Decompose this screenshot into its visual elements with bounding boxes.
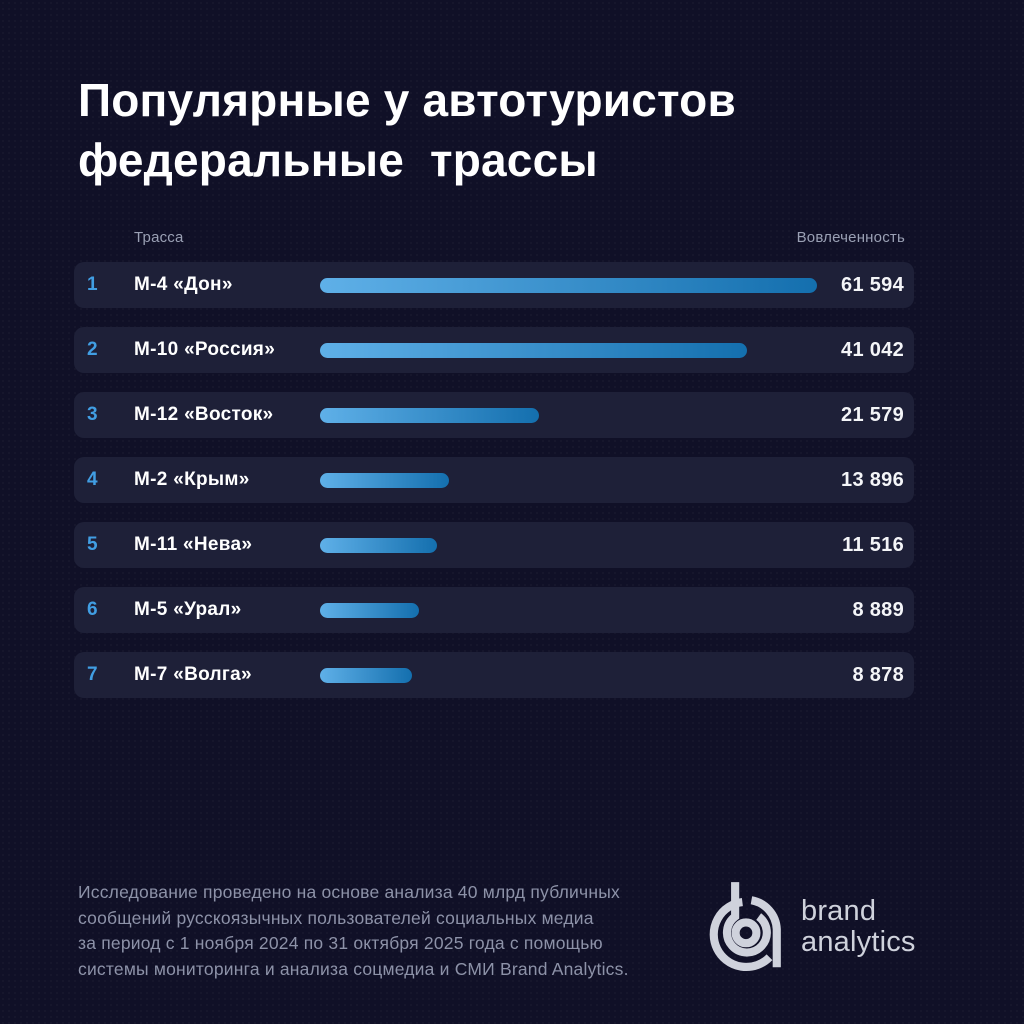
- brand-logo-word-brand: brand: [801, 894, 877, 927]
- page-title: Популярные у автотуристов федеральные тр…: [78, 74, 736, 186]
- brand-logo: brand analytics: [708, 878, 916, 975]
- engagement-bar-fill: [320, 602, 420, 618]
- engagement-bar-fill: [320, 407, 539, 423]
- engagement-value: 61 594: [841, 273, 904, 296]
- brand-logo-text: brand analytics: [801, 894, 916, 958]
- road-name: М-11 «Нева»: [134, 534, 253, 555]
- table-row: 1 М-4 «Дон» 61 594: [74, 262, 914, 308]
- rank-number: 7: [87, 664, 98, 685]
- table-header: Трасса Вовлеченность: [74, 229, 914, 246]
- engagement-bar: [320, 602, 817, 618]
- column-header-engagement: Вовлеченность: [796, 229, 905, 246]
- rank-number: 2: [87, 339, 98, 360]
- road-name: М-10 «Россия»: [134, 339, 276, 360]
- engagement-bar-fill: [320, 342, 748, 358]
- brand-logo-word-analytics: analytics: [801, 925, 916, 958]
- engagement-bar: [320, 277, 817, 293]
- column-header-road: Трасса: [134, 229, 184, 246]
- road-name: М-12 «Восток»: [134, 404, 274, 425]
- engagement-bar: [320, 472, 817, 488]
- engagement-bar-fill: [320, 472, 450, 488]
- engagement-value: 21 579: [841, 403, 904, 426]
- engagement-bar-fill: [320, 667, 412, 683]
- engagement-value: 8 878: [852, 663, 904, 686]
- table-row: 2 М-10 «Россия» 41 042: [74, 327, 914, 373]
- road-name: М-2 «Крым»: [134, 469, 250, 490]
- table-row: 7 М-7 «Волга» 8 878: [74, 652, 914, 698]
- engagement-bar: [320, 667, 817, 683]
- engagement-bar: [320, 537, 817, 553]
- table-row: 6 М-5 «Урал» 8 889: [74, 587, 914, 633]
- engagement-bar: [320, 407, 817, 423]
- rank-number: 3: [87, 404, 98, 425]
- road-name: М-5 «Урал»: [134, 599, 242, 620]
- engagement-bar: [320, 342, 817, 358]
- engagement-bar-fill: [320, 537, 437, 553]
- rank-number: 6: [87, 599, 98, 620]
- table-row: 4 М-2 «Крым» 13 896: [74, 457, 914, 503]
- road-name: М-7 «Волга»: [134, 664, 252, 685]
- engagement-value: 11 516: [842, 533, 904, 556]
- brand-analytics-logo-icon: [709, 882, 781, 971]
- highway-ranking-list: 1 М-4 «Дон» 61 594 2 М-10 «Россия» 41 04…: [74, 262, 914, 698]
- rank-number: 5: [87, 534, 98, 555]
- rank-number: 4: [87, 469, 98, 490]
- methodology-footnote: Исследование проведено на основе анализа…: [78, 882, 629, 979]
- table-row: 3 М-12 «Восток» 21 579: [74, 392, 914, 438]
- table-row: 5 М-11 «Нева» 11 516: [74, 522, 914, 568]
- rank-number: 1: [87, 274, 98, 295]
- engagement-value: 8 889: [852, 598, 904, 621]
- engagement-bar-fill: [320, 277, 817, 293]
- engagement-value: 13 896: [841, 468, 904, 491]
- road-name: М-4 «Дон»: [134, 274, 233, 295]
- engagement-value: 41 042: [841, 338, 904, 361]
